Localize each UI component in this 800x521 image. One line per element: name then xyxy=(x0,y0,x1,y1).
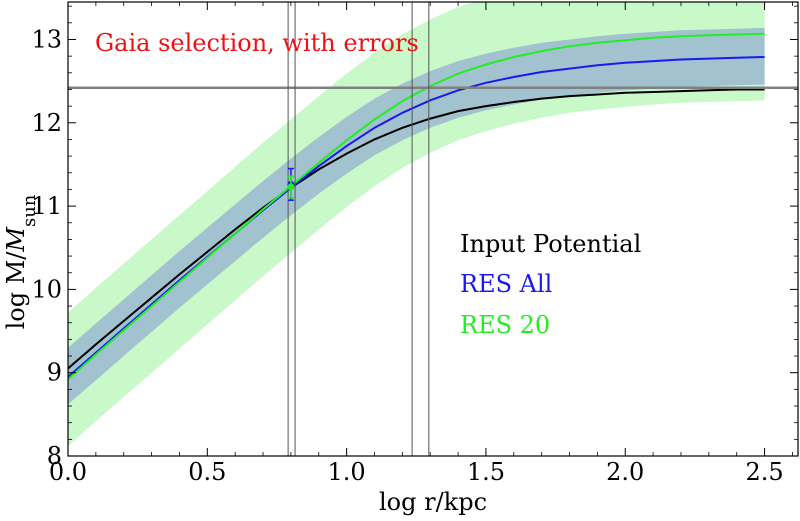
y-axis-title-sub: sun xyxy=(19,194,40,227)
ytick-label-0: 8 xyxy=(47,442,62,470)
ytick-label-3: 11 xyxy=(31,192,62,220)
error-bands xyxy=(68,2,765,446)
curve-input-potential xyxy=(68,88,765,370)
y-axis-title-main: log M/ xyxy=(2,251,30,330)
xtick-label-1: 0.5 xyxy=(188,458,226,486)
frame-rect xyxy=(67,1,799,457)
band-res-all xyxy=(68,27,765,405)
legend-entry-res-20: RES 20 xyxy=(460,311,550,339)
ytick-label-1: 9 xyxy=(47,359,62,387)
model-curves xyxy=(68,32,765,381)
xtick-label-2: 1.0 xyxy=(328,458,366,486)
chart-title: Gaia selection, with errors xyxy=(95,29,419,57)
legend-entry-input-potential: Input Potential xyxy=(460,230,641,258)
tick-labels: 0.0 0.5 1.0 1.5 2.0 2.5 8 9 10 11 12 13 xyxy=(31,25,783,486)
legend-entry-res-all: RES All xyxy=(460,270,552,298)
xtick-label-3: 1.5 xyxy=(467,458,505,486)
marker-res-20-inner xyxy=(287,183,295,191)
ytick-label-5: 13 xyxy=(31,25,62,53)
y-axis-title-italic: M xyxy=(2,226,30,253)
curve-res-all xyxy=(68,56,765,378)
xtick-label-5: 2.5 xyxy=(745,458,783,486)
axis-ticks xyxy=(67,2,798,457)
band-res-20 xyxy=(68,2,765,446)
xtick-label-0: 0.0 xyxy=(49,458,87,486)
curve-res-20 xyxy=(68,32,765,381)
reference-lines xyxy=(68,2,798,456)
y-axis-title: log M/Msun xyxy=(2,194,40,329)
xtick-label-4: 2.0 xyxy=(606,458,644,486)
ytick-label-4: 12 xyxy=(31,109,62,137)
plot-frame xyxy=(67,1,799,457)
x-axis-title: log r/kpc xyxy=(379,488,487,516)
ytick-label-2: 10 xyxy=(31,275,62,303)
point-res-20-inner xyxy=(287,175,295,199)
data-points xyxy=(287,167,295,202)
